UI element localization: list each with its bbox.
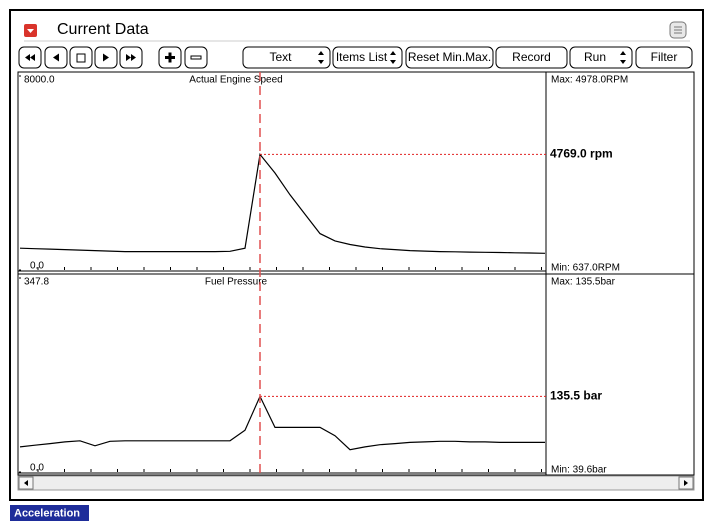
button-frame (242, 46, 331, 69)
window-title: Current Data (57, 21, 149, 38)
toolbar-button[interactable]: Reset Min.Max. (405, 46, 494, 69)
button-frame (569, 46, 633, 69)
button-frame (332, 46, 403, 69)
button-frame (405, 46, 494, 69)
zoom-out-button[interactable] (184, 46, 208, 69)
spinner-icon (620, 51, 626, 64)
spinner-icon (390, 51, 396, 64)
button-frame (635, 46, 693, 69)
button-label: Reset Min.Max. (408, 50, 491, 64)
spinner-icon (318, 51, 324, 64)
readout: 4769.0 rpm (550, 147, 613, 161)
max-label: Max: 4978.0RPM (551, 75, 628, 86)
status-badge (10, 505, 89, 521)
button-label: Items List (336, 50, 388, 64)
button-label: Run (584, 50, 606, 64)
toolbar-button[interactable]: Items List (332, 46, 403, 69)
button-label: Record (512, 50, 551, 64)
toolbar-button[interactable]: Filter (635, 46, 693, 69)
toolbar-button[interactable]: Text (242, 46, 331, 69)
y-tick-label: 8000.0 (24, 75, 55, 86)
chart-title: Fuel Pressure (205, 277, 268, 288)
scrollbar[interactable] (17, 475, 695, 491)
data-line (19, 152, 546, 254)
button-label: Filter (651, 50, 678, 64)
zoom-in-button[interactable] (158, 46, 182, 69)
play-button[interactable] (94, 46, 118, 69)
toolbar-button[interactable]: Record (495, 46, 568, 69)
rewind-button[interactable] (18, 46, 42, 69)
prev-button[interactable] (44, 46, 68, 69)
scroll-left-arrow (24, 480, 28, 486)
scroll-right-arrow (684, 480, 688, 486)
data-line (19, 394, 545, 451)
button-label: Text (269, 50, 292, 64)
y-tick-label: 0.0 (30, 261, 44, 272)
fast-forward-button[interactable] (119, 46, 143, 69)
chart-title: Actual Engine Speed (189, 75, 282, 86)
stop-button[interactable] (69, 46, 93, 69)
button-frame (495, 46, 568, 69)
y-tick-label: 0.0 (30, 463, 44, 474)
max-label: Max: 135.5bar (551, 277, 616, 288)
min-label: Min: 39.6bar (551, 465, 607, 476)
toolbar-button[interactable]: Run (569, 46, 633, 69)
min-label: Min: 637.0RPM (551, 263, 620, 274)
status-text: Acceleration (14, 507, 80, 519)
y-tick-label: 347.8 (24, 277, 49, 288)
readout: 135.5 bar (550, 389, 602, 403)
menu-icon-arrow (27, 29, 34, 33)
